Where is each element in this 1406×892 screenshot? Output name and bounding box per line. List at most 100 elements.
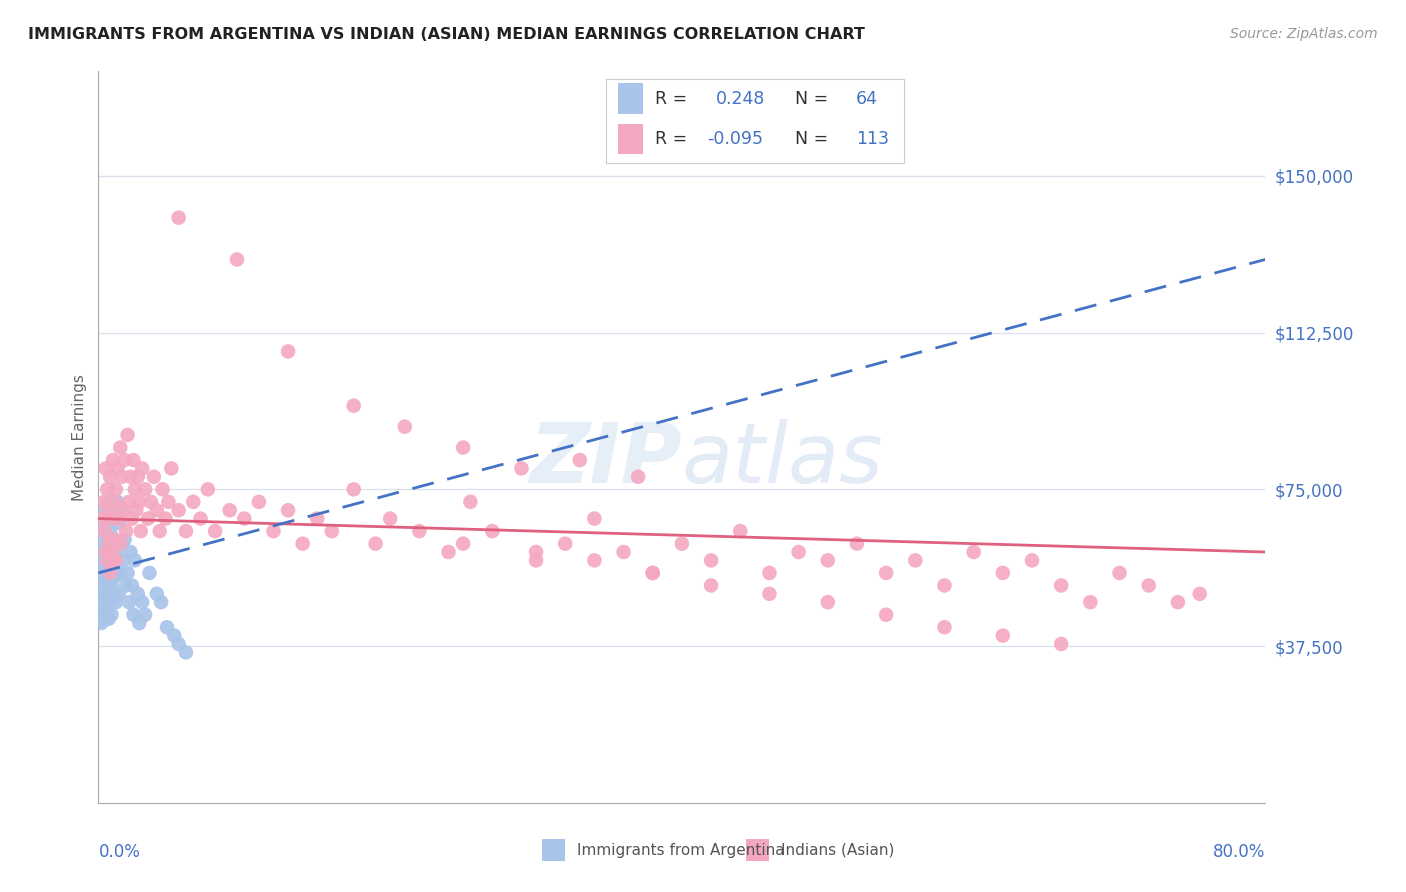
Text: IMMIGRANTS FROM ARGENTINA VS INDIAN (ASIAN) MEDIAN EARNINGS CORRELATION CHART: IMMIGRANTS FROM ARGENTINA VS INDIAN (ASI…	[28, 27, 865, 42]
Point	[1137, 578, 1160, 592]
Point	[787, 545, 810, 559]
Point	[991, 566, 1014, 580]
Point	[91, 524, 114, 538]
Point	[156, 620, 179, 634]
Point	[197, 483, 219, 497]
Point	[671, 536, 693, 550]
Point	[451, 441, 474, 455]
Point	[100, 607, 122, 622]
Point	[510, 461, 533, 475]
Point	[110, 536, 132, 550]
Point	[343, 483, 366, 497]
Point	[127, 470, 149, 484]
Point	[1050, 637, 1073, 651]
Bar	[541, 839, 565, 862]
Point	[104, 553, 127, 567]
Point	[100, 545, 122, 559]
Point	[101, 453, 124, 467]
Point	[103, 495, 125, 509]
Point	[89, 599, 111, 614]
Point	[437, 545, 460, 559]
Point	[125, 503, 148, 517]
Point	[817, 595, 839, 609]
Point	[131, 461, 153, 475]
Point	[181, 495, 204, 509]
Point	[121, 578, 143, 592]
Point	[93, 607, 115, 622]
Point	[104, 545, 127, 559]
Point	[93, 562, 115, 576]
Text: N =: N =	[796, 130, 834, 148]
Text: 80.0%: 80.0%	[1213, 843, 1265, 861]
Point	[121, 511, 143, 525]
Point	[343, 399, 366, 413]
Point	[128, 495, 150, 509]
Point	[641, 566, 664, 580]
Point	[524, 545, 547, 559]
Point	[134, 483, 156, 497]
Point	[758, 566, 780, 580]
Point	[91, 612, 114, 626]
Point	[149, 524, 172, 538]
Point	[204, 524, 226, 538]
Point	[641, 566, 664, 580]
Point	[89, 578, 111, 592]
Point	[111, 503, 134, 517]
Point	[136, 511, 159, 525]
Point	[1108, 566, 1130, 580]
Point	[97, 553, 120, 567]
Point	[758, 587, 780, 601]
Point	[115, 524, 138, 538]
Point	[118, 595, 141, 609]
Point	[150, 595, 173, 609]
Point	[112, 503, 135, 517]
Point	[307, 511, 329, 525]
Point	[846, 536, 869, 550]
Point	[122, 453, 145, 467]
Point	[583, 553, 606, 567]
Point	[875, 607, 897, 622]
Bar	[617, 83, 644, 114]
Point	[104, 595, 127, 609]
Point	[96, 483, 118, 497]
Point	[218, 503, 240, 517]
Point	[568, 453, 591, 467]
Point	[101, 553, 124, 567]
Point	[105, 495, 128, 509]
Point	[139, 495, 162, 509]
Point	[97, 536, 120, 550]
Point	[91, 511, 114, 525]
Point	[394, 419, 416, 434]
Point	[90, 566, 112, 580]
Point	[934, 578, 956, 592]
Text: 64: 64	[856, 90, 877, 108]
Point	[124, 553, 146, 567]
Point	[103, 533, 125, 547]
Point	[94, 574, 117, 589]
Point	[190, 511, 212, 525]
Point	[98, 566, 121, 580]
Point	[129, 524, 152, 538]
Point	[97, 612, 120, 626]
Point	[128, 616, 150, 631]
Point	[100, 511, 122, 525]
Point	[554, 536, 576, 550]
Point	[321, 524, 343, 538]
Bar	[747, 839, 769, 862]
Point	[98, 566, 121, 580]
Point	[103, 533, 125, 547]
Point	[101, 587, 124, 601]
Point	[96, 553, 118, 567]
Point	[1050, 578, 1073, 592]
Point	[1021, 553, 1043, 567]
Point	[817, 553, 839, 567]
Point	[110, 441, 132, 455]
Point	[1167, 595, 1189, 609]
Point	[277, 344, 299, 359]
Point	[991, 629, 1014, 643]
Point	[700, 553, 723, 567]
Point	[100, 578, 122, 592]
Point	[96, 516, 118, 530]
Point	[108, 511, 131, 525]
Point	[524, 553, 547, 567]
